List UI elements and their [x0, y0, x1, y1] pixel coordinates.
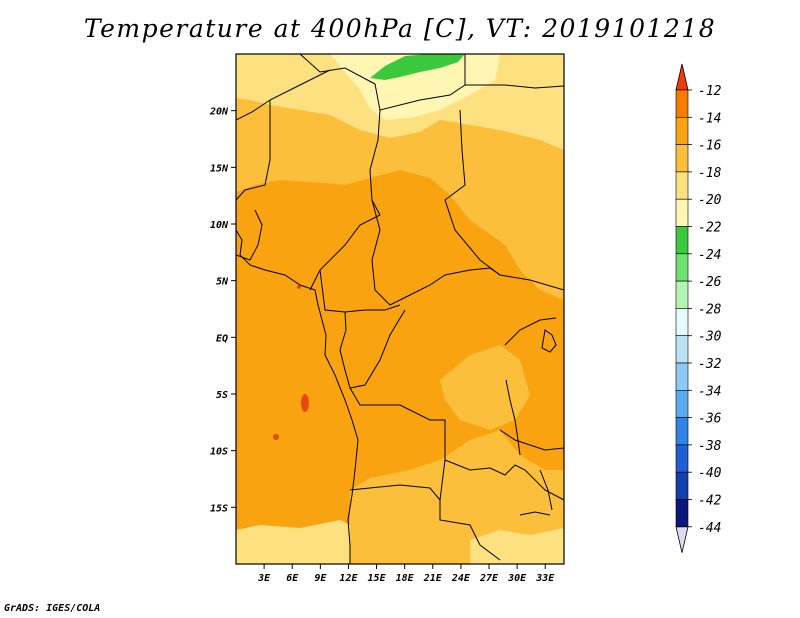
y-tick-label: 20N: [209, 107, 229, 118]
border-17: [236, 209, 263, 261]
x-tick-label: 18E: [396, 573, 415, 584]
y-tick-label: 10N: [210, 220, 229, 231]
colorbar-label: -14: [698, 111, 721, 126]
x-tick-label: 21E: [423, 573, 443, 584]
field-band-green: [370, 54, 465, 80]
colorbar-box: [675, 444, 689, 473]
x-tick-label: 6E: [286, 573, 299, 584]
colorbar-box: [675, 389, 689, 418]
y-tick-label: 5S: [216, 390, 228, 401]
map-frame: [235, 53, 565, 565]
border-18: [519, 511, 551, 516]
colorbar-label: -24: [698, 248, 721, 263]
colorbar: -12 -14 -16 -18 -20 -22 -24 -26 -28 -30 -32 -34 -36 -…: [675, 63, 722, 553]
country-borders: [236, 54, 564, 564]
border-5: [465, 84, 564, 89]
lake-victoria: [541, 329, 557, 353]
colorbar-box: [675, 89, 689, 118]
y-tick-label: 15N: [210, 163, 229, 174]
colorbar-box: [675, 226, 689, 255]
colorbar-label: -20: [698, 193, 722, 208]
lake-malawi: [539, 469, 553, 511]
colorbar-top-arrow: [675, 63, 689, 91]
colorbar-label: -44: [698, 521, 721, 536]
colorbar-box: [675, 308, 689, 336]
border-13: [349, 484, 441, 501]
colorbar-label: -34: [698, 384, 721, 399]
temperature-field: [236, 54, 564, 564]
x-tick-label: 15E: [368, 573, 387, 584]
x-tick-label: 30E: [507, 573, 527, 584]
colorbar-bottom-arrow: [675, 526, 689, 553]
colorbar-box: [675, 335, 689, 364]
colorbar-label: -30: [698, 330, 722, 345]
border-12: [439, 459, 501, 561]
colorbar-box: [675, 253, 689, 282]
colorbar-label: -22: [698, 221, 722, 236]
field-band-south: [350, 430, 564, 564]
colorbar-label: -38: [698, 439, 722, 454]
colorbar-label: -26: [698, 275, 722, 290]
colorbar-box: [675, 499, 689, 528]
field-band-east: [440, 345, 530, 430]
field-hot-spot-1: [301, 394, 309, 412]
border-8: [371, 199, 501, 306]
chart-title: Temperature at 400hPa [C], VT: 201910121…: [83, 14, 717, 43]
y-tick-label: 15S: [210, 503, 228, 514]
coastline-west: [236, 229, 359, 564]
field-hot-spot-2: [273, 434, 279, 440]
field-hot-spot-3: [297, 285, 301, 289]
y-tick-label: 10S: [210, 447, 228, 458]
y-tick-label: 5N: [216, 277, 229, 288]
border-14: [499, 429, 564, 451]
border-6: [444, 109, 564, 291]
border-4: [379, 54, 466, 111]
colorbar-label: -40: [698, 466, 722, 481]
colorbar-box: [675, 171, 689, 200]
y-tick-label: EQ: [216, 333, 228, 344]
colorbar-label: -18: [698, 166, 722, 181]
border-7: [309, 214, 381, 291]
x-tick-label: 9E: [314, 573, 327, 584]
colorbar-label: -16: [698, 139, 722, 154]
colorbar-box: [675, 417, 689, 446]
border-15: [504, 317, 557, 346]
field-band-far-south: [236, 520, 350, 564]
map-axes: 3E 6E 9E 12E 15E 18E 21E 24E 27E 30E 33E 20N 15N 10N 5…: [209, 107, 555, 584]
x-tick-label: 3E: [257, 573, 271, 584]
grads-credit: GrADS: IGES/COLA: [4, 603, 101, 614]
x-tick-label: 12E: [339, 573, 358, 584]
colorbar-label: -28: [698, 302, 722, 317]
colorbar-label: -32: [698, 357, 722, 372]
colorbar-box: [675, 198, 689, 227]
colorbar-box: [675, 471, 689, 500]
colorbar-box: [675, 117, 689, 145]
lake-tanganyika: [505, 379, 521, 456]
colorbar-box: [675, 144, 689, 173]
x-tick-label: 27E: [479, 573, 499, 584]
colorbar-box: [675, 280, 689, 309]
border-11: [349, 387, 491, 471]
border-3: [236, 100, 271, 201]
border-9: [319, 269, 401, 313]
x-tick-label: 33E: [535, 573, 555, 584]
colorbar-label: -36: [698, 412, 722, 427]
colorbar-label: -12: [698, 84, 722, 99]
colorbar-label: -42: [698, 494, 722, 509]
colorbar-box: [675, 362, 689, 391]
field-band-top: [330, 54, 500, 120]
x-tick-label: 24E: [451, 573, 471, 584]
